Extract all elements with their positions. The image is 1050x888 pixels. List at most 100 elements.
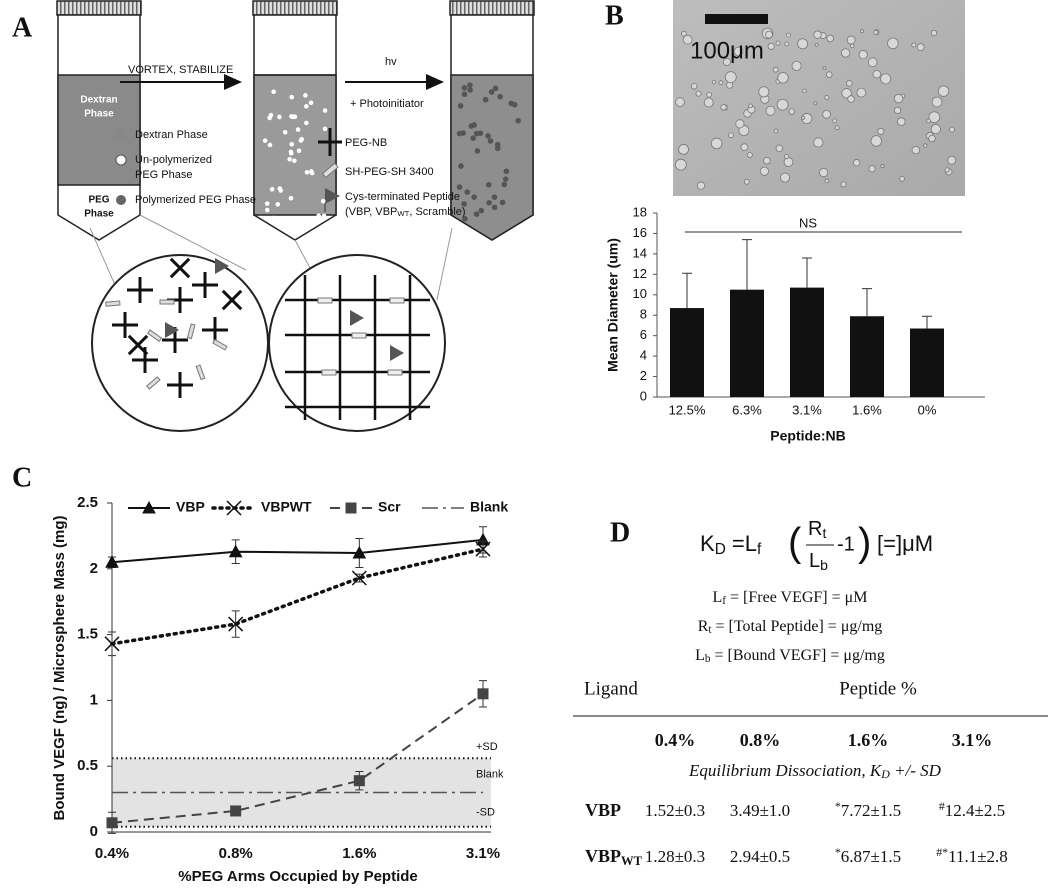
microsphere <box>696 181 706 190</box>
particle <box>304 104 309 109</box>
particle <box>308 100 314 106</box>
microsphere <box>772 66 779 73</box>
text-part: (VBP, VBP <box>345 206 397 218</box>
text-part: 6.87±1.5 <box>841 847 901 866</box>
particle <box>492 85 499 92</box>
peg-nb <box>169 257 191 279</box>
linker <box>317 297 333 304</box>
microsphere <box>847 95 855 103</box>
text-part: 12.4±2.5 <box>945 801 1005 820</box>
annotation: Blank <box>476 768 504 780</box>
particle <box>461 85 468 91</box>
x-tick-label: 0% <box>918 402 937 417</box>
particle <box>456 184 463 190</box>
microsphere <box>797 38 809 50</box>
text-part: f <box>722 595 726 607</box>
particle <box>468 123 475 129</box>
linker <box>321 369 337 376</box>
microsphere <box>858 50 868 60</box>
microsphere <box>722 58 731 67</box>
equation-part: KD =Lf <box>700 531 762 558</box>
particle <box>473 130 480 137</box>
text-part: L <box>809 550 820 572</box>
particle <box>503 168 510 175</box>
text-part: = [Free VEGF] = μM <box>726 589 867 606</box>
particle <box>515 117 521 124</box>
particle <box>491 204 498 211</box>
particle <box>289 142 295 147</box>
row-label: VBP <box>585 800 621 820</box>
text-part: +/- SD <box>890 761 942 780</box>
bar <box>670 308 704 397</box>
particle <box>467 82 473 88</box>
microsphere <box>703 97 714 108</box>
particle <box>268 112 274 118</box>
microsphere <box>681 30 687 37</box>
annotation: -SD <box>476 807 495 819</box>
microsphere <box>893 106 902 115</box>
microsphere <box>852 159 861 167</box>
legend-text: Un-polymerized <box>135 154 212 166</box>
microsphere <box>791 60 802 72</box>
equation-part: Rt <box>808 518 826 541</box>
equation-part: ) <box>858 521 871 565</box>
x-tick-label: 6.3% <box>732 402 762 417</box>
particle <box>491 194 498 200</box>
particle <box>288 195 294 201</box>
text-part: # <box>939 799 945 813</box>
microsphere <box>846 80 853 87</box>
microsphere <box>728 132 734 139</box>
microsphere <box>802 88 807 94</box>
microsphere <box>733 46 744 57</box>
particle <box>292 158 297 164</box>
microsphere <box>776 98 789 111</box>
microsphere <box>763 156 771 165</box>
panel-label: B <box>605 0 624 31</box>
microsphere <box>880 164 885 169</box>
legend-text: Cys-terminated Peptide <box>345 191 460 203</box>
particle <box>264 201 270 206</box>
microsphere <box>873 29 879 35</box>
microsphere <box>724 71 737 84</box>
y-axis-title: Bound VEGF (ng) / Microsphere Mass (mg) <box>51 515 68 820</box>
microsphere <box>813 137 824 148</box>
particle <box>473 211 480 217</box>
microsphere <box>834 125 840 131</box>
microsphere <box>706 91 712 98</box>
particle <box>296 148 302 154</box>
y-tick-label: 2.5 <box>77 494 98 511</box>
annotation: +SD <box>476 741 498 753</box>
microsphere <box>758 86 770 98</box>
microsphere <box>840 48 851 58</box>
linker <box>147 329 163 343</box>
peg-nb <box>221 289 243 311</box>
marker <box>353 775 365 787</box>
table-cell: 2.94±0.5 <box>730 847 790 866</box>
microsphere <box>765 105 776 116</box>
legend-label: VBPWT <box>261 499 312 515</box>
microsphere <box>923 143 928 148</box>
panel-label: D <box>610 517 630 548</box>
column-header: 0.4% <box>655 730 696 750</box>
series-line <box>111 538 484 564</box>
marker <box>104 636 120 652</box>
text-part: #* <box>936 845 948 859</box>
marker <box>352 545 367 559</box>
marker <box>230 805 242 817</box>
table-cell: *6.87±1.5 <box>835 845 901 866</box>
marker <box>475 541 491 557</box>
particle <box>277 186 283 191</box>
microsphere <box>720 104 727 111</box>
error-bar <box>922 315 932 329</box>
y-tick-label: 0 <box>90 823 98 840</box>
x-axis-title: Peptide:NB <box>770 428 845 444</box>
microsphere <box>775 40 781 46</box>
error-bar <box>742 239 752 290</box>
microsphere <box>824 178 830 184</box>
zoom-lines <box>89 214 453 301</box>
particle <box>488 89 495 95</box>
particle <box>461 201 467 207</box>
tubes <box>56 0 535 241</box>
microsphere <box>784 153 790 160</box>
marker <box>477 688 489 700</box>
